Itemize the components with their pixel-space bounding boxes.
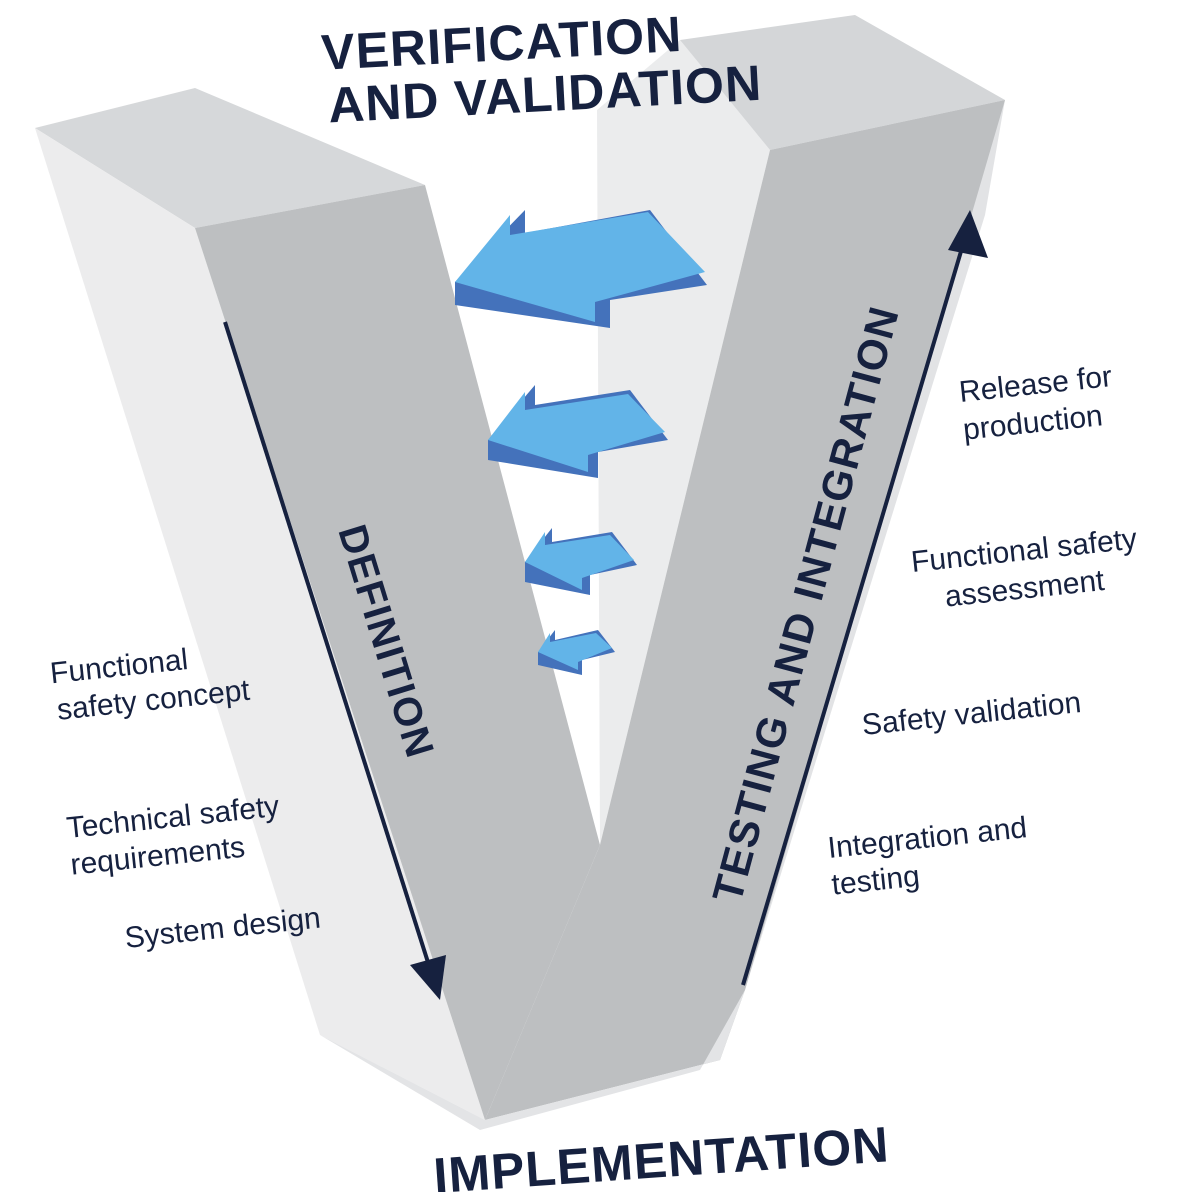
svg-text:Functional safety: Functional safety [909, 522, 1138, 579]
right-item-integration-and-testing: Integration and testing [826, 811, 1029, 902]
left-item-technical-safety-requirements: Technical safety requirements [65, 790, 281, 882]
right-item-release-for-production: Release for production [957, 360, 1113, 447]
definition-arrowhead [410, 955, 446, 1000]
right-item-functional-safety-assessment: Functional safety assessment [909, 522, 1138, 613]
heading-implementation: IMPLEMENTATION [432, 1116, 891, 1192]
left-block-outer-face [35, 128, 485, 1120]
testing-arrow-line [741, 247, 964, 986]
left-block-front-face [195, 185, 600, 1120]
feedback-arrow-4 [538, 630, 615, 675]
svg-text:Safety validation: Safety validation [860, 686, 1082, 742]
feedback-arrow-1 [455, 210, 707, 328]
svg-text:Integration and: Integration and [826, 811, 1029, 865]
right-block-front-face [485, 100, 1005, 1120]
svg-text:testing: testing [830, 860, 921, 902]
definition-arrow-line [223, 321, 434, 976]
left-block-top-face [35, 88, 425, 228]
feedback-arrow-3 [525, 528, 637, 595]
feedback-arrow-2 [488, 385, 668, 478]
v-bottom-face [320, 990, 745, 1130]
testing-arrowhead [948, 210, 988, 258]
right-item-safety-validation: Safety validation [860, 686, 1082, 742]
svg-text:Technical safety: Technical safety [65, 790, 281, 845]
right-block-top-face [680, 15, 1005, 150]
